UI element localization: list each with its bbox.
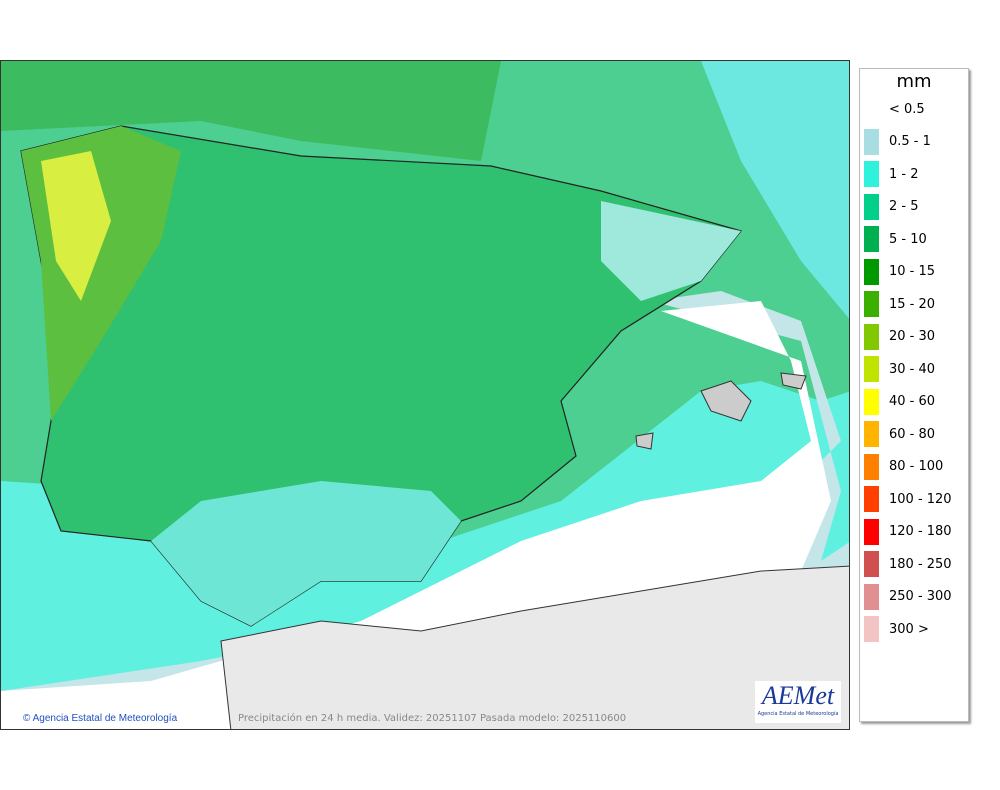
legend-item: 250 - 300 xyxy=(864,583,952,610)
atlantic-band xyxy=(1,61,501,161)
aemet-logo: AEMet Agencia Estatal de Meteorología xyxy=(755,681,841,723)
legend-swatch xyxy=(864,388,879,415)
legend-label: 10 - 15 xyxy=(889,264,936,279)
legend-label: 1 - 2 xyxy=(889,166,919,182)
legend-label: 15 - 20 xyxy=(889,296,936,312)
legend-item: 10 - 15 xyxy=(864,258,936,285)
legend-swatch xyxy=(864,193,879,220)
legend-label: 0.5 - 1 xyxy=(889,134,931,149)
legend: mm < 0.5 0.5 - 1 1 - 2 2 - 5 5 - 10 10 - 15 15… xyxy=(859,68,969,722)
menorca xyxy=(780,372,807,390)
legend-label: 60 - 80 xyxy=(889,426,936,442)
precipitation-map: © Agencia Estatal de Meteorología Precip… xyxy=(0,60,850,730)
logo-subtitle: Agencia Estatal de Meteorología xyxy=(757,711,839,717)
legend-label: 300 > xyxy=(889,621,929,637)
legend-item: 1 - 2 xyxy=(864,161,919,187)
legend-item: 2 - 5 xyxy=(864,193,919,220)
galicia-max-precip xyxy=(41,151,111,301)
map-caption: Precipitación en 24 h media. Validez: 20… xyxy=(238,713,627,724)
legend-item: 40 - 60 xyxy=(864,388,936,415)
legend-swatch xyxy=(864,421,879,447)
map-canvas xyxy=(1,61,849,729)
legend-item: 120 - 180 xyxy=(864,518,952,545)
legend-label: 40 - 60 xyxy=(889,394,936,409)
africa-land xyxy=(220,565,849,729)
legend-label: 100 - 120 xyxy=(889,491,952,507)
legend-label: 30 - 40 xyxy=(889,361,936,377)
legend-label: 250 - 300 xyxy=(889,589,952,604)
catalonia-light xyxy=(601,201,741,301)
legend-label: 2 - 5 xyxy=(889,199,919,214)
legend-label: 20 - 30 xyxy=(889,329,936,344)
legend-label: 5 - 10 xyxy=(889,231,927,247)
legend-item: 300 > xyxy=(864,616,929,642)
copyright-credit: © Agencia Estatal de Meteorología xyxy=(23,713,178,724)
mallorca xyxy=(700,380,752,422)
legend-swatch xyxy=(864,161,879,187)
legend-swatch xyxy=(864,356,879,382)
legend-label: 120 - 180 xyxy=(889,524,952,539)
legend-item: 5 - 10 xyxy=(864,226,927,252)
legend-item: 100 - 120 xyxy=(864,486,952,512)
legend-swatch xyxy=(864,486,879,512)
logo-mark: AEMet xyxy=(761,681,835,710)
legend-item: 0.5 - 1 xyxy=(864,128,931,155)
legend-swatch xyxy=(864,291,879,317)
legend-swatch xyxy=(864,518,879,545)
legend-item: 20 - 30 xyxy=(864,323,936,350)
legend-swatch xyxy=(864,258,879,285)
legend-label: 80 - 100 xyxy=(889,459,944,474)
legend-swatch xyxy=(864,96,879,122)
gulf-lion-band xyxy=(701,61,849,319)
andalusia-light xyxy=(151,481,461,626)
legend-title: mm xyxy=(896,71,932,92)
legend-item: 80 - 100 xyxy=(864,453,944,480)
legend-swatch xyxy=(864,128,879,155)
legend-item: < 0.5 xyxy=(864,96,925,122)
legend-item: 30 - 40 xyxy=(864,356,935,382)
legend-swatch xyxy=(864,551,879,577)
ibiza xyxy=(635,432,654,450)
legend-item: 15 - 20 xyxy=(864,291,935,317)
legend-swatch xyxy=(864,323,879,350)
legend-item: 180 - 250 xyxy=(864,551,952,577)
legend-item: 60 - 80 xyxy=(864,421,935,447)
legend-swatch xyxy=(864,616,879,642)
legend-swatch xyxy=(864,453,879,480)
legend-label: 180 - 250 xyxy=(889,556,952,572)
legend-swatch xyxy=(864,583,879,610)
legend-swatch xyxy=(864,226,879,252)
legend-label: < 0.5 xyxy=(889,101,925,117)
